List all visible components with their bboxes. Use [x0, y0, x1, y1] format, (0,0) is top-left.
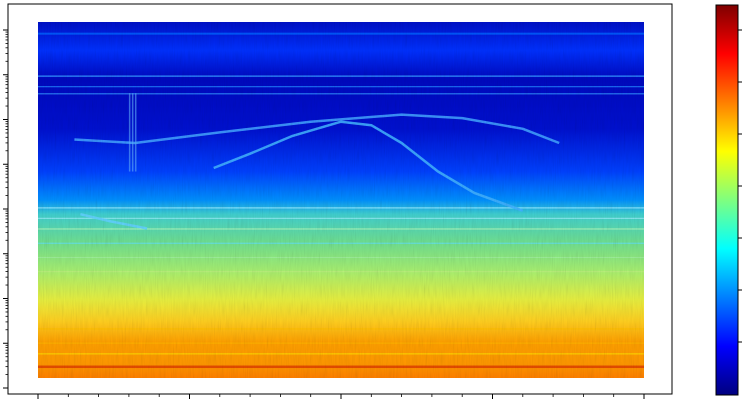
x-axis-ticks	[37, 394, 645, 399]
y-axis-ticks	[3, 29, 8, 389]
colorbar-ticks	[738, 29, 742, 343]
spectrogram-image	[38, 22, 644, 378]
spectrogram-noise	[38, 22, 644, 378]
colorbar	[715, 4, 739, 396]
